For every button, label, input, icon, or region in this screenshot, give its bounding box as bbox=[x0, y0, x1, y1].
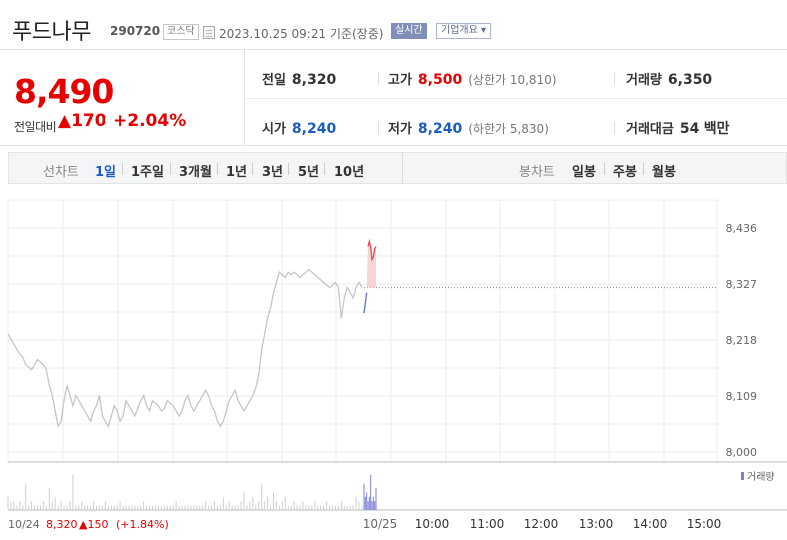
volume-legend-label: 거래량 bbox=[747, 471, 775, 483]
stat-label: 시가 bbox=[262, 122, 286, 137]
intraday-chart: 8,436 8,327 8,218 8,109 8,000 거래량 10/25 10:00 11… bbox=[7, 199, 787, 531]
title-row: 푸드나무 290720 코스닥 2023.10.25 09:21 기준(장중) … bbox=[0, 0, 787, 50]
chart-tabs: 선차트 1일 1주일 3개월 1년 3년 5년 10년 봉차트 일봉 주봉 월봉 bbox=[8, 152, 787, 184]
tab-1year[interactable]: 1년 bbox=[226, 165, 248, 180]
prev-day-summary: 8,320 bbox=[46, 518, 78, 531]
current-price: 8,490 bbox=[14, 72, 114, 111]
divider bbox=[170, 163, 171, 175]
tab-1week[interactable]: 1주일 bbox=[131, 165, 164, 180]
divider bbox=[604, 163, 605, 175]
x-tick-label: 10/25 bbox=[363, 517, 398, 531]
x-tick-label: 14:00 bbox=[633, 517, 668, 531]
stat-label: 전일 bbox=[262, 73, 286, 88]
stat-value: 54 bbox=[679, 121, 700, 137]
market-badge: 코스닥 bbox=[163, 24, 199, 40]
divider bbox=[378, 73, 379, 85]
stat-prev-close: 전일 8,320 bbox=[262, 69, 336, 88]
prev-day-price-line bbox=[7, 268, 363, 429]
tab-5years[interactable]: 5년 bbox=[298, 165, 320, 180]
divider bbox=[614, 122, 615, 134]
stat-value: 8,240 bbox=[417, 121, 463, 137]
stat-value: 8,240 bbox=[291, 121, 337, 137]
divider bbox=[244, 98, 787, 99]
x-tick-label: 13:00 bbox=[579, 517, 614, 531]
x-tick-label: 12:00 bbox=[524, 517, 559, 531]
line-chart-label: 선차트 bbox=[43, 165, 79, 180]
today-price-line-up bbox=[367, 238, 377, 262]
tab-daily-candle[interactable]: 일봉 bbox=[572, 165, 596, 180]
change-label: 전일대비 bbox=[14, 120, 57, 134]
y-tick-label: 8,436 bbox=[726, 222, 758, 235]
tab-1day[interactable]: 1일 bbox=[95, 165, 117, 180]
x-tick-label: 15:00 bbox=[687, 517, 722, 531]
stock-name: 푸드나무 bbox=[12, 20, 91, 45]
divider bbox=[252, 163, 253, 175]
stat-sub: (상한가 10,810) bbox=[468, 73, 557, 87]
stat-value: 8,320 bbox=[291, 72, 337, 88]
stat-low: 저가 8,240 (하한가 5,830) bbox=[388, 118, 549, 137]
stock-code: 290720 bbox=[110, 24, 161, 38]
price-summary: 8,490 전일대비 ▲170 +2.04% 전일 8,320 고가 8,500 (상… bbox=[0, 50, 787, 146]
tab-weekly-candle[interactable]: 주봉 bbox=[613, 165, 637, 180]
today-price-area bbox=[364, 241, 376, 288]
change-amount: ▲170 bbox=[58, 111, 107, 131]
stat-value: 6,350 bbox=[667, 72, 713, 88]
change-amount-value: 170 bbox=[71, 111, 107, 131]
divider bbox=[217, 163, 218, 175]
company-overview-button[interactable]: 기업개요 ▾ bbox=[436, 23, 492, 39]
stat-label: 고가 bbox=[388, 73, 412, 88]
change-rate: +2.04% bbox=[113, 111, 187, 131]
y-tick-label: 8,218 bbox=[726, 334, 758, 347]
tab-3years[interactable]: 3년 bbox=[262, 165, 284, 180]
divider bbox=[122, 163, 123, 175]
stat-open: 시가 8,240 bbox=[262, 118, 336, 137]
stat-label: 저가 bbox=[388, 122, 412, 137]
tab-10years[interactable]: 10년 bbox=[334, 165, 365, 180]
stat-volume: 거래량 6,350 bbox=[626, 69, 712, 88]
stat-trade-value: 거래대금 54 백만 bbox=[626, 118, 730, 138]
stat-value: 8,500 bbox=[417, 72, 463, 88]
calendar-icon bbox=[203, 26, 215, 39]
divider bbox=[324, 163, 325, 175]
timestamp: 2023.10.25 09:21 기준(장중) bbox=[219, 27, 384, 41]
prev-day-summary: (+1.84%) bbox=[116, 518, 169, 531]
y-tick-label: 8,000 bbox=[726, 446, 758, 459]
divider bbox=[614, 73, 615, 85]
divider bbox=[288, 163, 289, 175]
tab-monthly-candle[interactable]: 월봉 bbox=[652, 165, 676, 180]
x-tick-label: 11:00 bbox=[470, 517, 505, 531]
realtime-button[interactable]: 실시간 bbox=[391, 23, 427, 39]
x-tick-label: 10:00 bbox=[415, 517, 450, 531]
up-arrow-icon: ▲ bbox=[58, 111, 72, 131]
prev-day-summary: ▲150 bbox=[79, 518, 108, 531]
volume-legend-swatch bbox=[741, 472, 744, 480]
prev-day-summary: 10/24 bbox=[8, 518, 40, 531]
divider bbox=[105, 114, 106, 128]
tab-3months[interactable]: 3개월 bbox=[179, 165, 212, 180]
divider bbox=[378, 122, 379, 134]
candle-chart-label: 봉차트 bbox=[519, 165, 555, 180]
stat-high: 고가 8,500 (상한가 10,810) bbox=[388, 69, 557, 88]
stat-label: 거래대금 bbox=[626, 122, 674, 137]
y-tick-label: 8,327 bbox=[726, 278, 758, 291]
divider bbox=[402, 153, 403, 183]
divider bbox=[643, 163, 644, 175]
stat-label: 거래량 bbox=[626, 73, 662, 88]
stat-unit: 백만 bbox=[703, 121, 730, 137]
chevron-down-icon: ▾ bbox=[481, 25, 487, 36]
y-tick-label: 8,109 bbox=[726, 390, 758, 403]
stat-sub: (하한가 5,830) bbox=[468, 122, 549, 136]
company-overview-label: 기업개요 bbox=[441, 25, 478, 36]
today-price-line-down bbox=[363, 292, 368, 314]
